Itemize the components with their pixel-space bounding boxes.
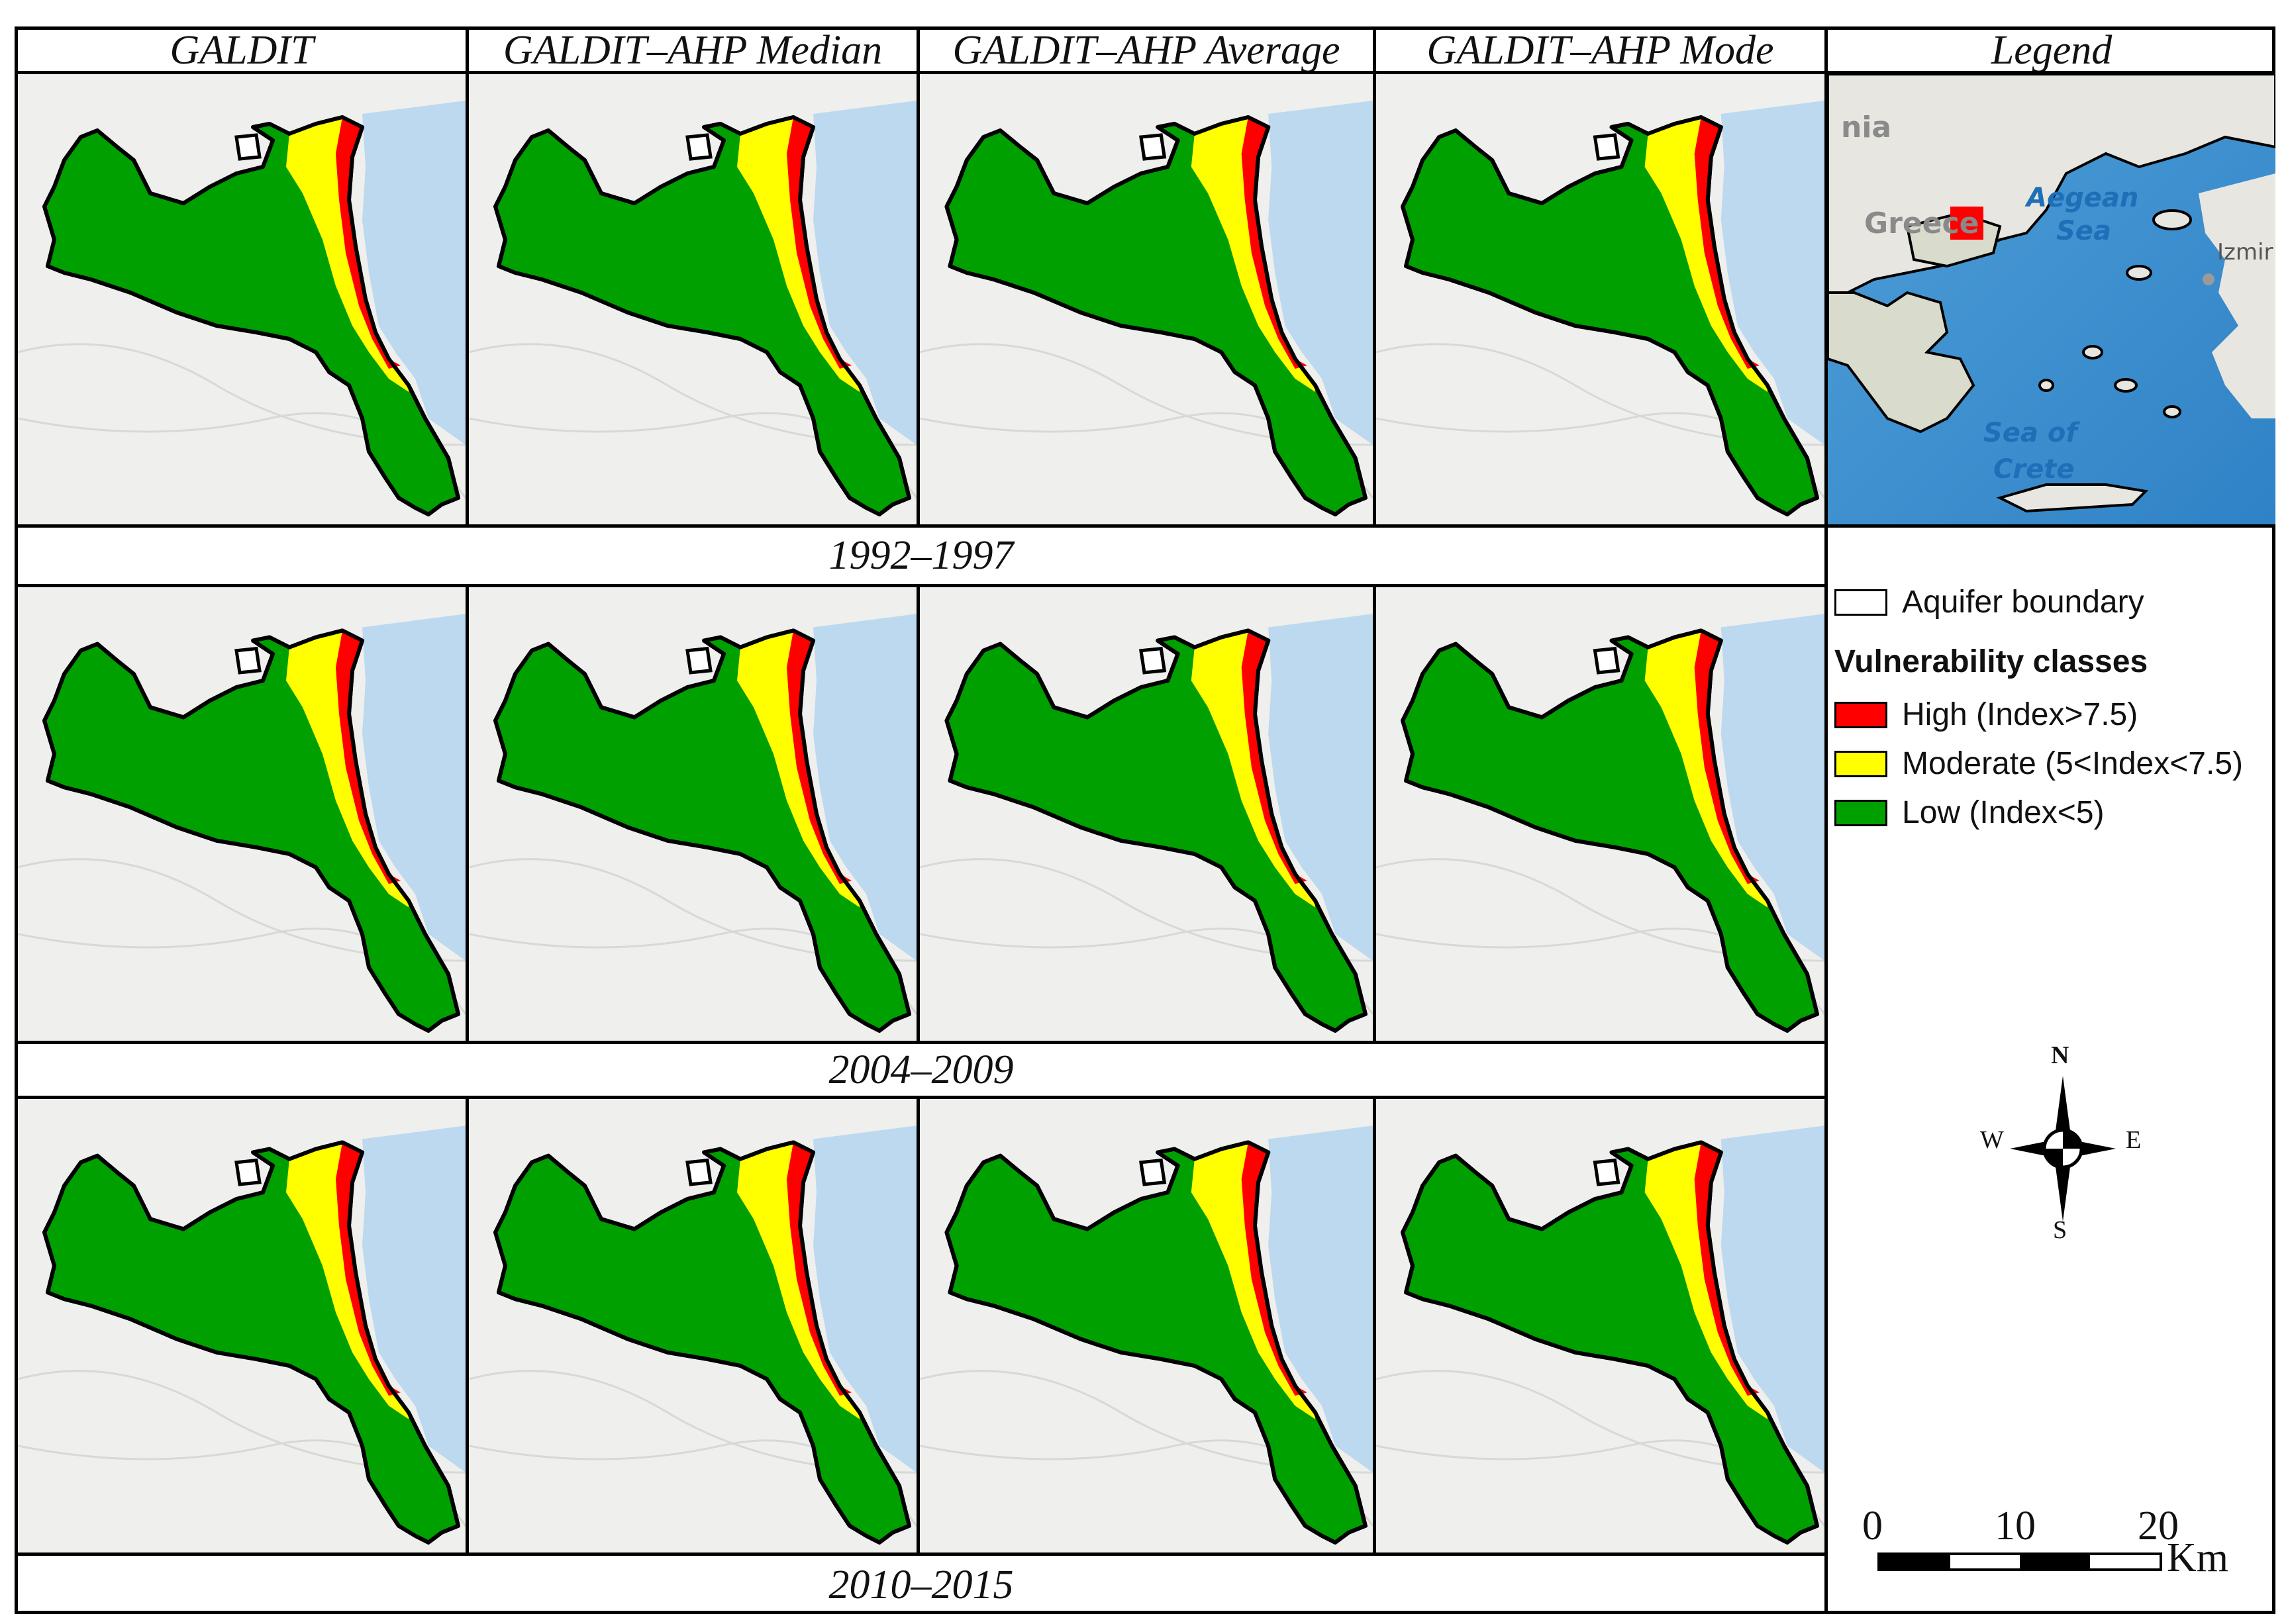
compass-w: W: [1980, 1126, 2004, 1154]
study-area-marker: [1950, 207, 1983, 240]
legend-moderate-label: Moderate (5<Index<7.5): [1902, 746, 2243, 781]
scale-tick-10: 10: [1995, 1504, 2036, 1549]
legend-low-label: Low (Index<5): [1902, 795, 2105, 830]
legend-header: Legend: [1991, 27, 2113, 73]
vulnerability-map-panel: [920, 1099, 1373, 1552]
grid-line: [917, 584, 920, 1041]
grid-line: [15, 1096, 1828, 1099]
inset-map-svg: Aegean Sea Sea of Crete Izmir Greece nia: [1828, 74, 2275, 524]
inset-label-greece: Greece: [1864, 207, 1979, 240]
inset-label-sea: Sea: [2056, 216, 2111, 246]
scale-tick-20: 20: [2138, 1504, 2179, 1549]
vulnerability-map-panel: [920, 74, 1373, 524]
grid-line: [466, 26, 469, 524]
scale-tick-0: 0: [1862, 1504, 1883, 1549]
grid-line: [917, 26, 920, 524]
boundary-swatch: [1834, 589, 1887, 616]
legend-class-moderate: Moderate (5<Index<7.5): [1834, 745, 2243, 782]
grid-line: [15, 584, 1828, 587]
period-label-1: 1992–1997: [828, 533, 1014, 578]
column-header-mode: GALDIT–AHP Mode: [1426, 27, 1774, 73]
vulnerability-map-panel: [469, 74, 917, 524]
column-header-average: GALDIT–AHP Average: [952, 27, 1340, 73]
vulnerability-map-panel: [18, 74, 466, 524]
north-arrow-icon: [2010, 1076, 2116, 1221]
column-header-galdit: GALDIT: [170, 27, 314, 73]
grid-line: [15, 524, 2275, 528]
moderate-swatch: [1834, 750, 1887, 777]
grid-line: [917, 1096, 920, 1552]
legend-class-high: High (Index>7.5): [1834, 696, 2138, 733]
inset-label-crete: Crete: [1993, 454, 2074, 485]
inset-label-nia: nia: [1841, 111, 1891, 144]
vulnerability-map-panel: [469, 1099, 917, 1552]
grid-line: [466, 1096, 469, 1552]
legend-high-label: High (Index>7.5): [1902, 697, 2138, 732]
vulnerability-map-panel: [920, 587, 1373, 1041]
vulnerability-map-panel: [1376, 587, 1824, 1041]
scale-unit: Km: [2167, 1535, 2228, 1580]
high-swatch: [1834, 701, 1887, 728]
column-header-median: GALDIT–AHP Median: [503, 27, 883, 73]
legend-class-low: Low (Index<5): [1834, 794, 2105, 831]
grid-line: [1373, 1096, 1376, 1552]
vulnerability-map-panel: [18, 1099, 466, 1552]
low-swatch: [1834, 799, 1887, 826]
header-divider: [15, 71, 2275, 74]
grid-line: [466, 584, 469, 1041]
compass-e: E: [2126, 1126, 2142, 1154]
vulnerability-map-panel: [1376, 1099, 1824, 1552]
grid-line: [15, 1041, 1828, 1044]
inset-location-map: Aegean Sea Sea of Crete Izmir Greece nia: [1828, 74, 2275, 524]
compass-s: S: [2053, 1216, 2067, 1244]
inset-label-izmir: Izmir: [2217, 239, 2273, 265]
legend-classes-title: Vulnerability classes: [1834, 644, 2148, 679]
vulnerability-map-panel: [18, 587, 466, 1041]
inset-label-aegean: Aegean: [2024, 183, 2138, 213]
inset-label-sea-of: Sea of: [1983, 418, 2080, 448]
period-label-2: 2004–2009: [828, 1047, 1014, 1092]
vulnerability-map-panel: [469, 587, 917, 1041]
compass-n: N: [2051, 1041, 2069, 1069]
grid-line: [15, 1552, 1828, 1556]
vulnerability-map-panel: [1376, 74, 1824, 524]
grid-line: [1824, 26, 1828, 1614]
grid-line: [1373, 26, 1376, 524]
legend-boundary-label: Aquifer boundary: [1902, 585, 2144, 620]
period-label-3: 2010–2015: [828, 1562, 1014, 1607]
legend-boundary-row: Aquifer boundary: [1834, 584, 2144, 620]
scale-bar: [1877, 1552, 2162, 1571]
grid-line: [1373, 584, 1376, 1041]
